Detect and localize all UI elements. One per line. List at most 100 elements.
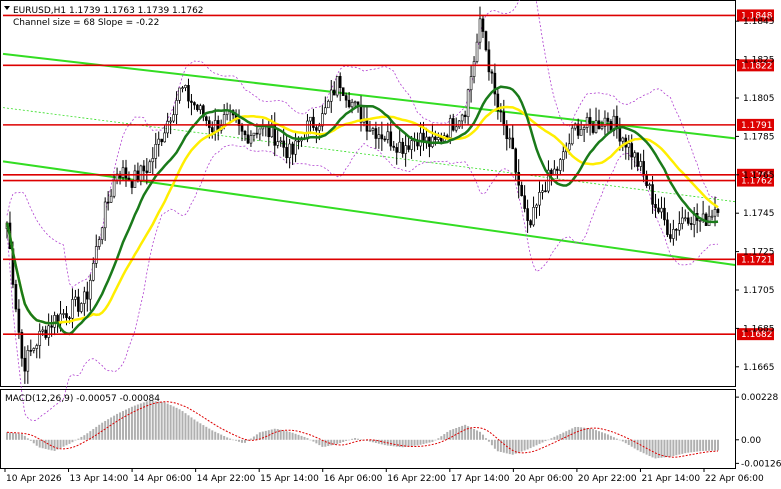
candle xyxy=(573,122,577,131)
y-tick-label: 1.1685 xyxy=(743,324,775,334)
macd-bar xyxy=(520,439,523,452)
candle xyxy=(279,136,282,147)
candle xyxy=(710,209,714,221)
macd-bar xyxy=(389,439,392,446)
macd-bar xyxy=(487,439,490,442)
candle xyxy=(26,345,30,384)
macd-bar xyxy=(92,429,95,440)
macd-bar xyxy=(476,430,479,440)
macd-bar xyxy=(130,406,133,440)
candle xyxy=(579,121,583,136)
macd-bar xyxy=(684,439,687,454)
macd-bar xyxy=(690,439,693,453)
macd-bar xyxy=(202,425,205,440)
macd-bar xyxy=(407,439,410,447)
macd-bar xyxy=(14,433,17,440)
macd-bar xyxy=(178,409,181,440)
macd-bar xyxy=(449,430,452,440)
macd-bar xyxy=(425,439,428,444)
bollinger-upper xyxy=(6,0,719,288)
candle xyxy=(392,140,396,151)
macd-bar xyxy=(532,439,535,447)
candle xyxy=(258,128,262,141)
candle xyxy=(133,164,137,188)
x-tick-label: 16 Apr 06:00 xyxy=(324,474,383,484)
macd-bar xyxy=(74,439,77,441)
macd-bar xyxy=(139,403,142,440)
candle xyxy=(639,153,642,172)
macd-bar xyxy=(645,439,648,455)
macd-bar xyxy=(232,439,235,441)
macd-bar xyxy=(717,439,719,451)
macd-bar xyxy=(702,439,705,451)
macd-bar xyxy=(431,439,434,442)
macd-bar xyxy=(124,409,127,440)
macd-bar xyxy=(258,432,261,440)
candle xyxy=(47,313,50,346)
candle xyxy=(538,181,541,216)
price-level: 1.1682 xyxy=(3,328,774,341)
macd-bar xyxy=(77,438,80,440)
macd-bar xyxy=(621,439,624,442)
x-tick-label: 13 Apr 14:00 xyxy=(70,474,129,484)
macd-bar xyxy=(8,432,11,440)
candle xyxy=(288,138,291,169)
macd-bar xyxy=(53,439,56,451)
macd-bar xyxy=(437,438,440,440)
macd-bar xyxy=(142,402,145,440)
price-level-tag xyxy=(737,174,774,187)
macd-bar xyxy=(633,439,636,449)
macd-bar xyxy=(496,439,499,452)
candle xyxy=(83,286,86,316)
candle xyxy=(249,130,253,147)
candle xyxy=(124,159,128,187)
candle xyxy=(187,78,190,109)
macd-bar xyxy=(392,439,395,447)
x-tick-label: 14 Apr 22:00 xyxy=(197,474,256,484)
macd-bar xyxy=(220,434,223,440)
macd-bar xyxy=(65,439,68,446)
macd-bar xyxy=(606,434,609,440)
macd-bar xyxy=(559,434,562,440)
macd-bar xyxy=(169,405,172,440)
macd-label: MACD(12,26,9) -0.00057 -0.00084 xyxy=(5,394,160,404)
x-tick-label: 14 Apr 06:00 xyxy=(133,474,192,484)
macd-bar xyxy=(50,439,53,451)
macd-bar xyxy=(104,420,107,440)
collapse-triangle-icon[interactable] xyxy=(4,6,10,10)
macd-bar xyxy=(345,439,348,441)
candle xyxy=(285,135,288,164)
macd-bar xyxy=(461,425,464,440)
macd-bar xyxy=(294,433,297,440)
candle xyxy=(175,91,178,125)
macd-bar xyxy=(95,426,98,440)
macd-bar xyxy=(172,406,175,440)
macd-bar xyxy=(157,401,160,440)
y-tick-label: 1.1845 xyxy=(743,17,775,27)
macd-bar xyxy=(666,439,669,458)
candle xyxy=(669,223,672,243)
price-level-label: 1.1791 xyxy=(741,121,773,131)
macd-bar xyxy=(199,423,202,440)
macd-bar xyxy=(526,439,529,450)
candle xyxy=(716,208,720,217)
candle xyxy=(178,87,181,104)
price-level-tag xyxy=(737,118,774,131)
channel-mid-line xyxy=(2,107,736,203)
candle xyxy=(151,147,155,176)
macd-bar xyxy=(600,432,603,440)
candle xyxy=(526,199,529,233)
candle xyxy=(660,196,663,219)
macd-bar xyxy=(336,439,339,444)
macd-bar xyxy=(514,439,517,454)
macd-bar xyxy=(211,430,214,440)
macd-bar xyxy=(26,438,29,440)
macd-bar xyxy=(113,415,116,440)
candle xyxy=(463,110,467,124)
macd-bar xyxy=(398,439,401,448)
candle xyxy=(91,257,95,282)
macd-bar xyxy=(196,421,199,440)
candle xyxy=(160,138,163,146)
macd-bar xyxy=(434,439,437,441)
macd-bar xyxy=(595,430,598,440)
